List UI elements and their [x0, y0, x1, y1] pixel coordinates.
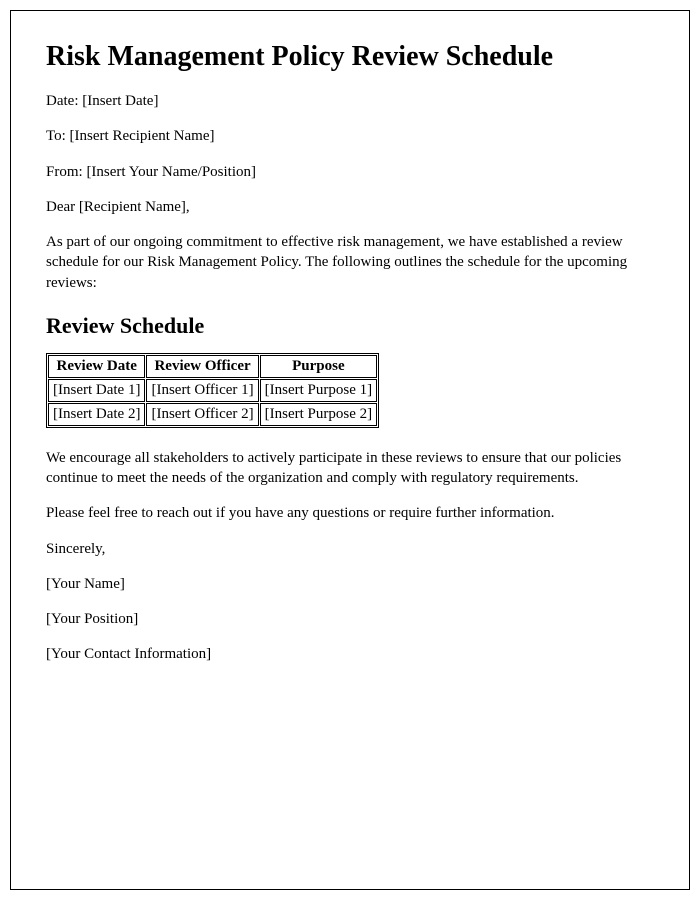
schedule-table: Review Date Review Officer Purpose [Inse…	[46, 353, 379, 428]
signoff-sincerely: Sincerely,	[46, 539, 654, 559]
document-page: Risk Management Policy Review Schedule D…	[10, 10, 690, 890]
signoff-name: [Your Name]	[46, 574, 654, 594]
closing-paragraph-1: We encourage all stakeholders to activel…	[46, 448, 654, 489]
from-value: [Insert Your Name/Position]	[86, 164, 256, 180]
cell-purpose: [Insert Purpose 1]	[260, 379, 377, 402]
salutation: Dear [Recipient Name],	[46, 197, 654, 217]
table-header-row: Review Date Review Officer Purpose	[48, 355, 377, 378]
col-review-date: Review Date	[48, 355, 145, 378]
from-label: From:	[46, 164, 86, 180]
schedule-heading: Review Schedule	[46, 313, 654, 339]
from-line: From: [Insert Your Name/Position]	[46, 162, 654, 182]
to-value: [Insert Recipient Name]	[70, 128, 215, 144]
table-row: [Insert Date 1] [Insert Officer 1] [Inse…	[48, 379, 377, 402]
date-value: [Insert Date]	[82, 93, 158, 109]
date-label: Date:	[46, 93, 82, 109]
cell-date: [Insert Date 1]	[48, 379, 145, 402]
cell-officer: [Insert Officer 1]	[146, 379, 258, 402]
to-label: To:	[46, 128, 70, 144]
to-line: To: [Insert Recipient Name]	[46, 126, 654, 146]
cell-date: [Insert Date 2]	[48, 403, 145, 426]
signoff-position: [Your Position]	[46, 609, 654, 629]
signoff-contact: [Your Contact Information]	[46, 644, 654, 664]
closing-paragraph-2: Please feel free to reach out if you hav…	[46, 503, 654, 523]
cell-purpose: [Insert Purpose 2]	[260, 403, 377, 426]
col-review-officer: Review Officer	[146, 355, 258, 378]
cell-officer: [Insert Officer 2]	[146, 403, 258, 426]
intro-paragraph: As part of our ongoing commitment to eff…	[46, 232, 654, 293]
col-purpose: Purpose	[260, 355, 377, 378]
date-line: Date: [Insert Date]	[46, 91, 654, 111]
page-title: Risk Management Policy Review Schedule	[46, 41, 654, 73]
table-row: [Insert Date 2] [Insert Officer 2] [Inse…	[48, 403, 377, 426]
